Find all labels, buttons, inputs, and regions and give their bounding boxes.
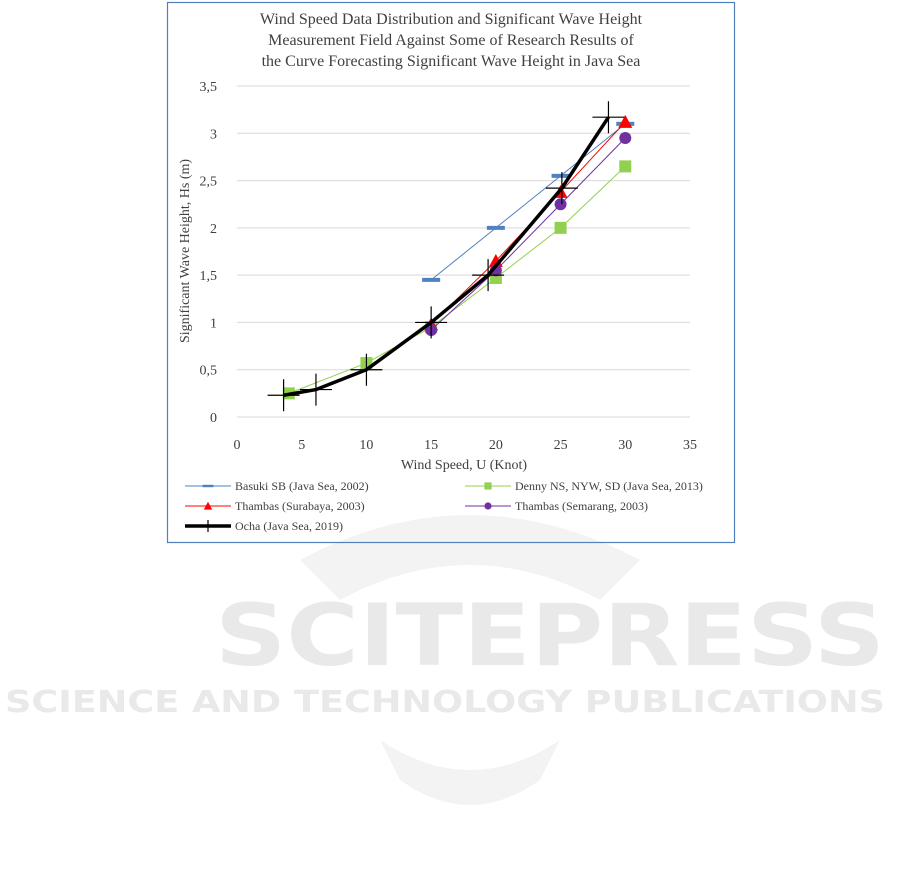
marker [415, 306, 448, 339]
watermark-shape [300, 515, 640, 600]
watermark-subtitle: SCIENCE AND TECHNOLOGY PUBLICATIONS [5, 685, 885, 720]
y-axis-label: Significant Wave Height, Hs (m) [178, 159, 193, 343]
x-tick-label: 20 [489, 438, 503, 453]
y-tick-label: 1,5 [200, 269, 218, 284]
legend-marker [484, 502, 492, 510]
chart-title: Measurement Field Against Some of Resear… [268, 32, 634, 49]
marker [545, 172, 578, 205]
legend-label: Basuki SB (Java Sea, 2002) [235, 479, 369, 493]
x-tick-label: 0 [234, 438, 241, 453]
legend-label: Thambas (Surabaya, 2003) [235, 499, 365, 513]
marker [350, 353, 383, 386]
y-tick-label: 0 [210, 411, 217, 426]
x-tick-label: 35 [683, 438, 697, 453]
series-line [288, 166, 626, 394]
marker [267, 379, 300, 412]
marker [422, 277, 441, 282]
y-tick-label: 3,5 [200, 80, 218, 95]
y-tick-label: 1 [210, 316, 217, 331]
legend-label: Thambas (Semarang, 2003) [515, 499, 648, 513]
x-tick-label: 10 [359, 438, 373, 453]
y-tick-label: 3 [210, 127, 217, 142]
legend-marker [202, 484, 214, 488]
chart-frame [166, 1, 736, 544]
marker [554, 221, 567, 234]
legend-label: Ocha (Java Sea, 2019) [235, 519, 343, 533]
x-tick-label: 5 [298, 438, 305, 453]
chart-title: the Curve Forecasting Significant Wave H… [262, 53, 641, 70]
marker [554, 198, 567, 211]
chart-title: Wind Speed Data Distribution and Signifi… [260, 11, 643, 28]
x-axis-label: Wind Speed, U (Knot) [401, 458, 528, 473]
marker [592, 101, 625, 134]
marker [619, 160, 632, 173]
legend-marker [484, 482, 492, 490]
series-line [430, 123, 626, 281]
y-tick-label: 2 [210, 222, 217, 237]
series-line [283, 116, 610, 397]
series-line [430, 121, 626, 325]
plot-area: 0 0,5 1 1,5 2 2,5 3 3,5 0 5 10 15 20 25 30 35 Basuki SB … [185, 80, 703, 533]
legend-label: Denny NS, NYW, SD (Java Sea, 2013) [515, 479, 703, 493]
x-tick-label: 15 [424, 438, 438, 453]
y-tick-label: 0,5 [200, 364, 218, 379]
legend-marker [202, 520, 214, 532]
legend-marker [203, 501, 213, 510]
marker [472, 259, 505, 292]
marker [618, 114, 633, 128]
x-tick-label: 30 [618, 438, 632, 453]
marker [486, 225, 505, 230]
marker [619, 132, 632, 145]
watermark-title: SCITEPRESS [215, 586, 885, 686]
series-line [430, 137, 626, 331]
y-tick-label: 2,5 [200, 175, 218, 190]
marker [299, 373, 332, 406]
watermark-shape [380, 740, 560, 805]
marker [551, 173, 570, 178]
x-tick-label: 25 [554, 438, 568, 453]
